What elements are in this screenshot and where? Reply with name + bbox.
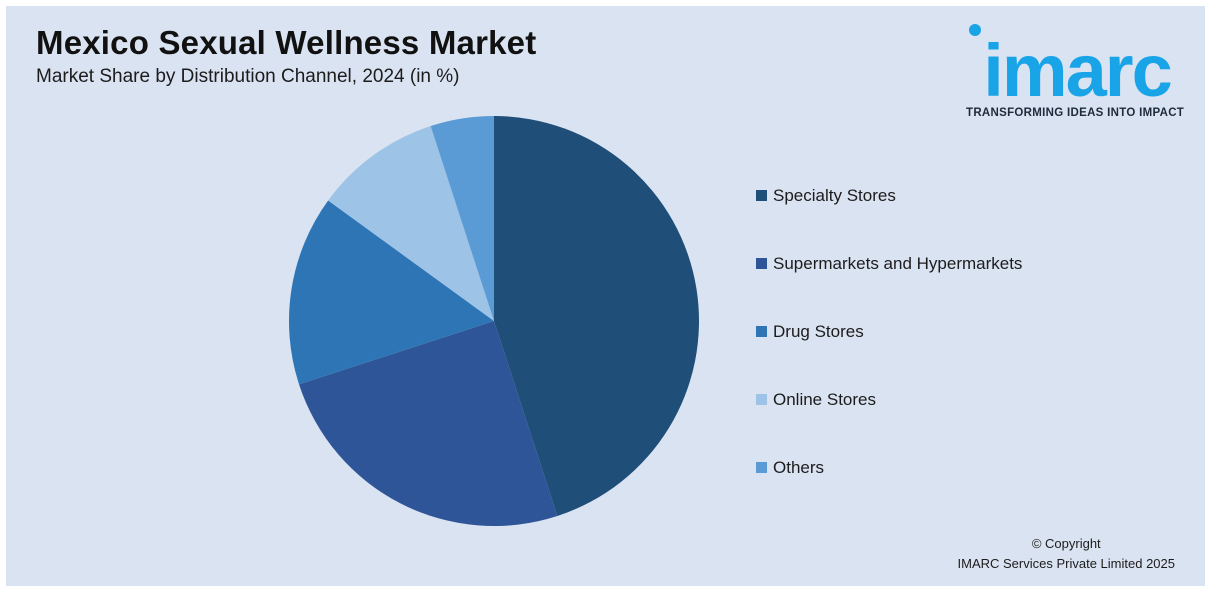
logo-tagline: TRANSFORMING IDEAS INTO IMPACT (966, 107, 1185, 119)
legend-swatch (756, 258, 767, 269)
legend-item: Online Stores (756, 390, 1022, 458)
legend-label: Others (773, 458, 825, 477)
logo-dot-icon (969, 24, 981, 36)
imarc-logo: imarc TRANSFORMING IDEAS INTO IMPACT (962, 20, 1196, 124)
legend-swatch (756, 326, 767, 337)
legend-item: Supermarkets and Hypermarkets (756, 254, 1022, 322)
pie-slice-others (430, 116, 494, 321)
legend-item: Drug Stores (756, 322, 1022, 390)
copyright-notice: © Copyright IMARC Services Private Limit… (958, 534, 1175, 574)
legend-swatch (756, 462, 767, 473)
pie-chart (289, 116, 699, 526)
chart-title: Mexico Sexual Wellness Market (36, 24, 537, 61)
pie-slice-online-stores (328, 126, 494, 321)
chart-legend: Specialty Stores Supermarkets and Hyperma… (756, 186, 1022, 526)
legend-swatch (756, 190, 767, 201)
pie-slice-supermarkets-and-hypermarkets (299, 321, 558, 526)
legend-item: Others (756, 458, 1022, 526)
logo-wordmark: imarc (983, 29, 1172, 112)
legend-item: Specialty Stores (756, 186, 1022, 254)
legend-label: Supermarkets and Hypermarkets (773, 254, 1023, 273)
legend-swatch (756, 394, 767, 405)
chart-panel: Mexico Sexual Wellness Market Market Sha… (6, 6, 1205, 586)
legend-label: Online Stores (773, 390, 876, 409)
legend-label: Drug Stores (773, 322, 864, 341)
pie-slice-drug-stores (289, 200, 494, 385)
pie-slice-specialty-stores (494, 116, 699, 516)
copyright-line-2: IMARC Services Private Limited 2025 (957, 556, 1175, 571)
legend-label: Specialty Stores (773, 186, 896, 205)
copyright-line-1: © Copyright (1031, 536, 1101, 551)
chart-subtitle: Market Share by Distribution Channel, 20… (36, 66, 460, 87)
